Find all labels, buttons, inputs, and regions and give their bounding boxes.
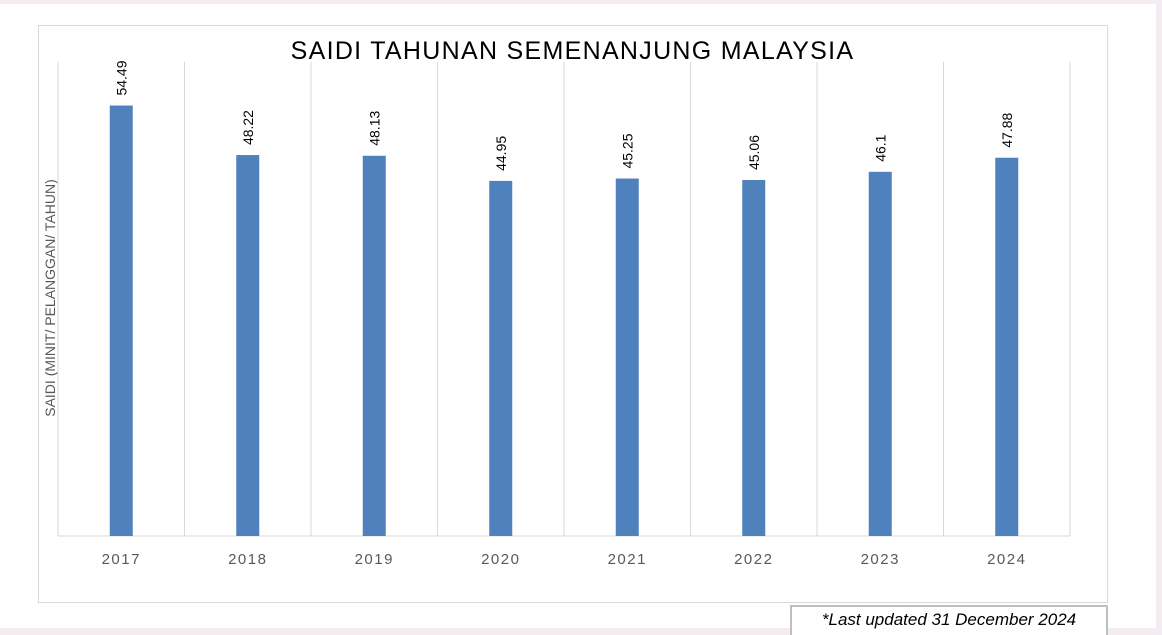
bar-2022 — [742, 180, 766, 536]
x-tick-label-2020: 2020 — [481, 551, 520, 568]
x-tick-label-2024: 2024 — [987, 551, 1026, 568]
bar-2020 — [489, 180, 513, 536]
bar-2024 — [995, 157, 1019, 537]
last-updated-note: *Last updated 31 December 2024 — [790, 605, 1108, 635]
bar-2018 — [236, 155, 260, 536]
bar-2017 — [109, 105, 133, 537]
x-tick-label-2023: 2023 — [861, 551, 900, 568]
data-label-2018: 48.22 — [240, 110, 256, 145]
bar-2021 — [615, 178, 639, 536]
bar-2023 — [868, 171, 892, 536]
x-tick-label-2019: 2019 — [355, 551, 394, 568]
chart-area — [38, 25, 1108, 603]
bar-2019 — [362, 155, 386, 536]
x-tick-label-2018: 2018 — [228, 551, 267, 568]
data-label-2017: 54.49 — [113, 60, 129, 95]
data-label-2019: 48.13 — [366, 111, 382, 146]
data-label-2020: 44.95 — [493, 136, 509, 171]
x-tick-label-2022: 2022 — [734, 551, 773, 568]
x-tick-label-2021: 2021 — [608, 551, 647, 568]
x-tick-label-2017: 2017 — [102, 551, 141, 568]
data-label-2023: 46.1 — [872, 134, 888, 161]
data-label-2021: 45.25 — [619, 133, 635, 168]
chart-title: SAIDI TAHUNAN SEMENANJUNG MALAYSIA — [290, 37, 855, 65]
data-label-2024: 47.88 — [999, 112, 1015, 147]
data-label-2022: 45.06 — [746, 135, 762, 170]
